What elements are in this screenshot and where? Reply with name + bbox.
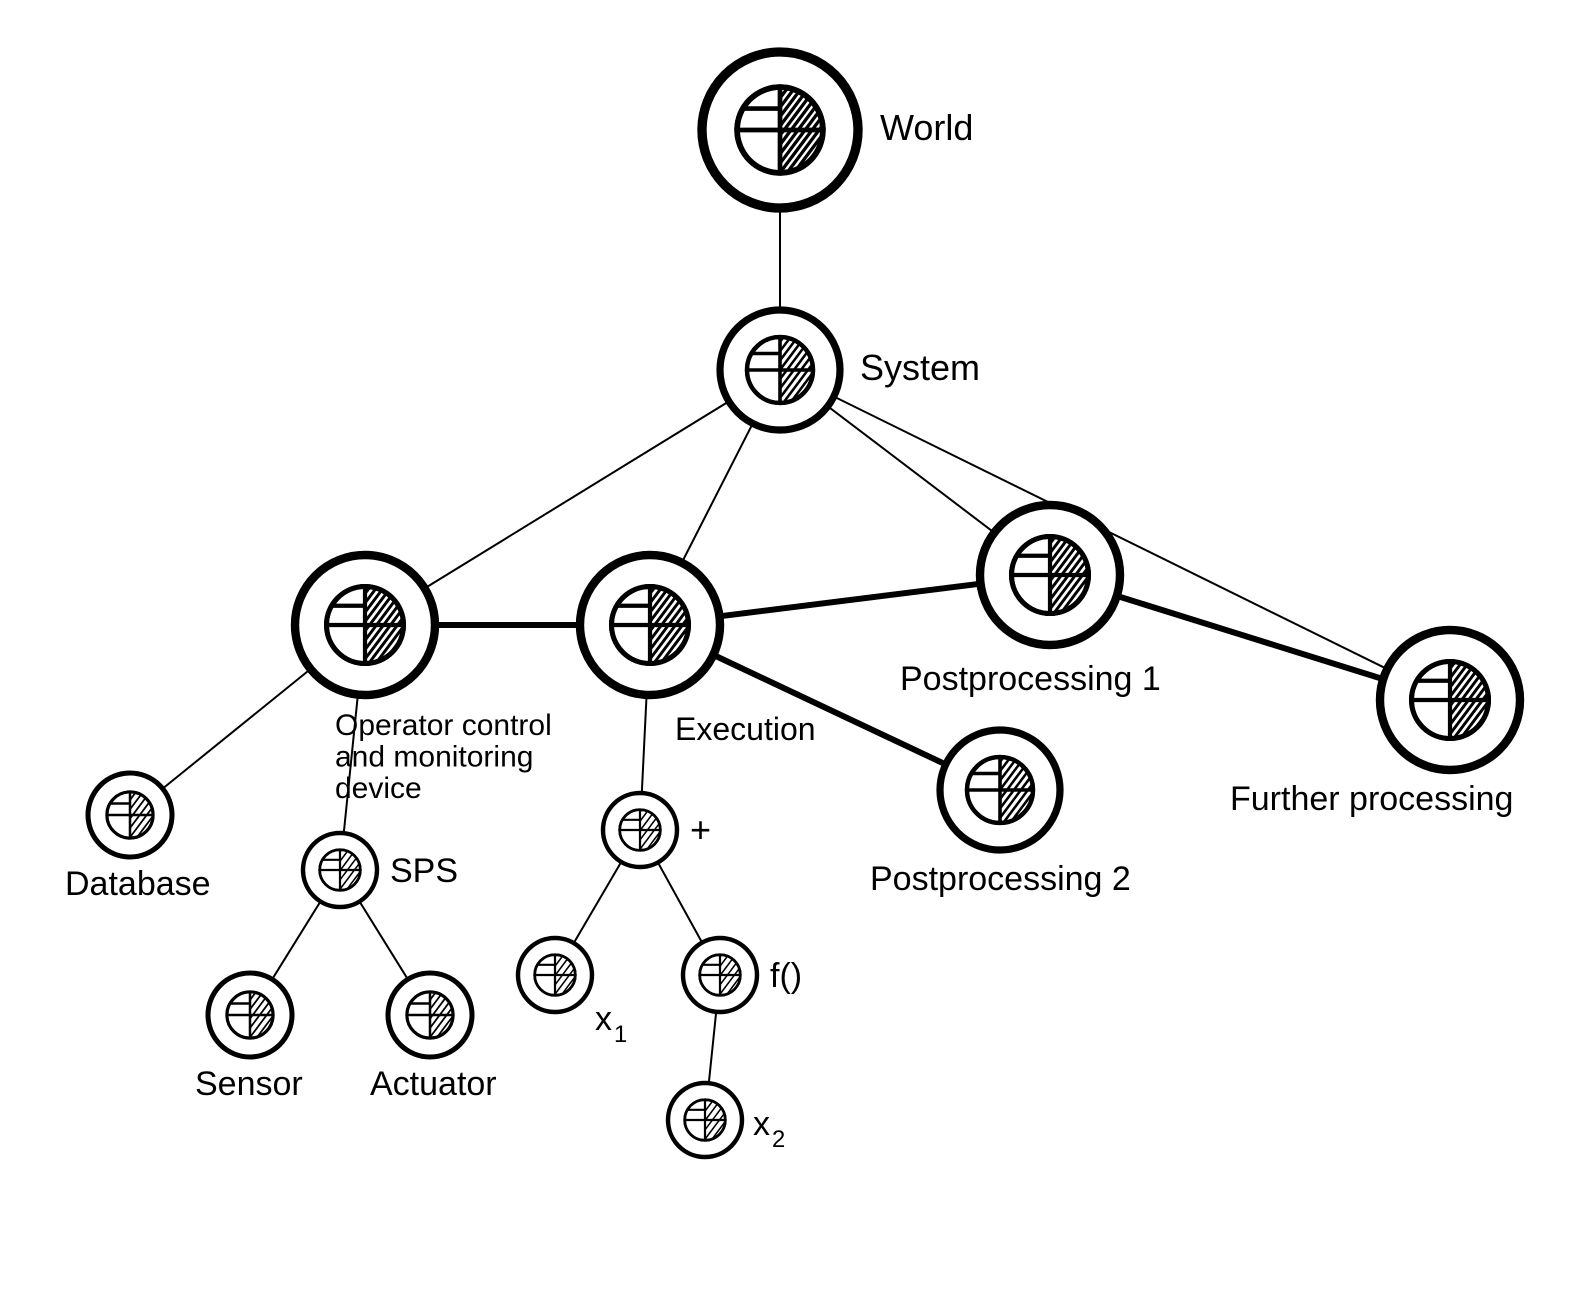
label-f: f() [770, 957, 802, 995]
label-plus: + [690, 809, 711, 850]
label-sensor: Sensor [195, 1065, 303, 1103]
label-sps: SPS [390, 852, 458, 890]
label-actuator: Actuator [370, 1065, 497, 1103]
label-world: World [880, 107, 973, 148]
label-post2: Postprocessing 2 [870, 860, 1131, 898]
label-post1: Postprocessing 1 [900, 660, 1161, 698]
label-system: System [860, 347, 980, 388]
label-exec: Execution [675, 711, 816, 747]
tree-diagram: WorldSystemOperator controland monitorin… [0, 0, 1594, 1292]
label-further: Further processing [1230, 780, 1513, 818]
label-database: Database [65, 865, 211, 903]
